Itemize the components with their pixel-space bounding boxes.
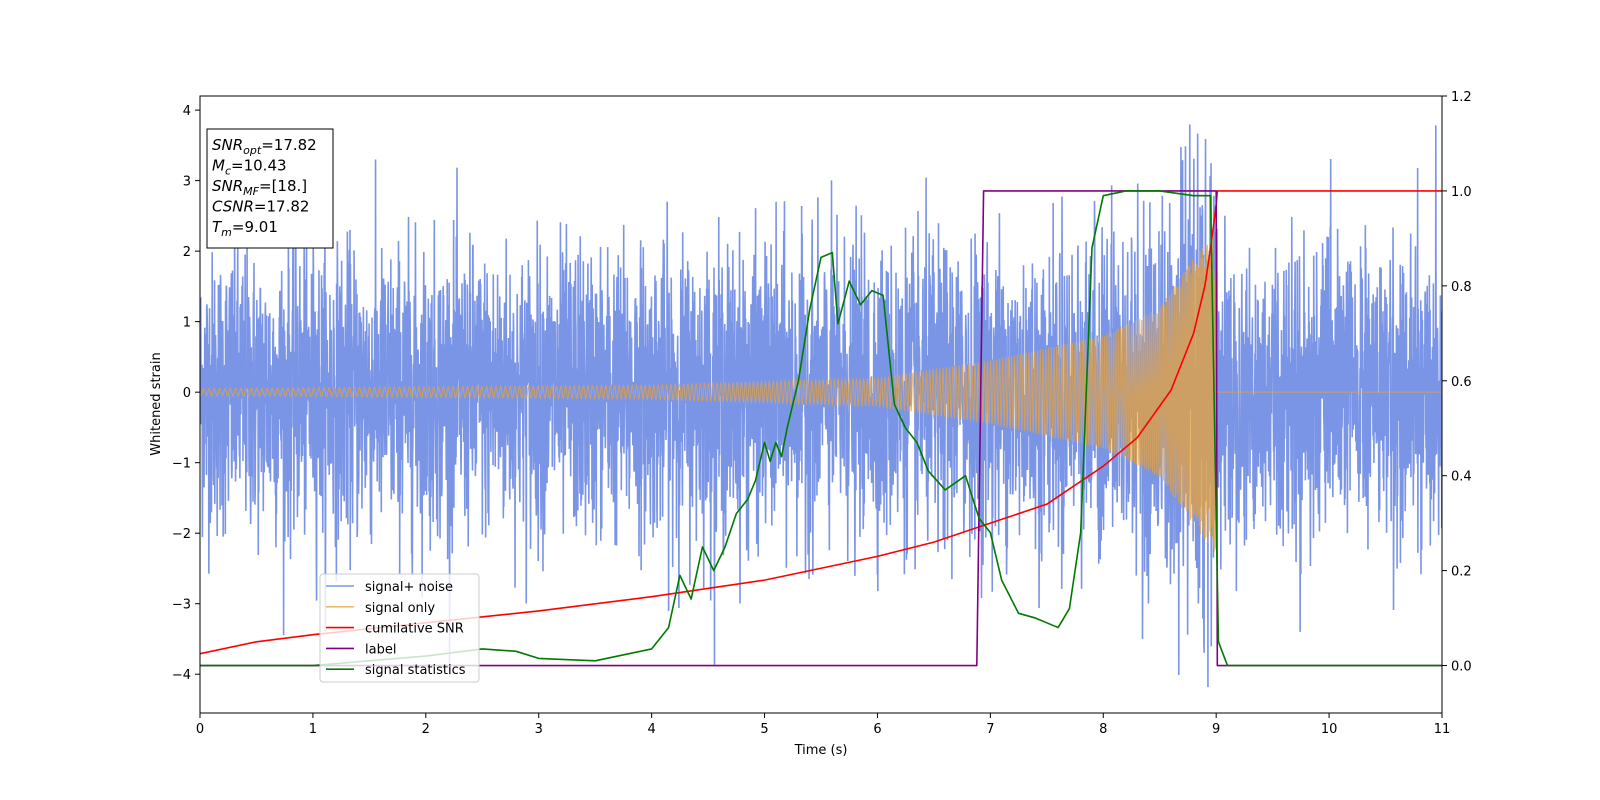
y-right-tick-label: 0.6 (1451, 375, 1472, 390)
info-line: SNRMF=[18.] (212, 177, 307, 198)
info-box: SNRopt=17.82Mc=10.43SNRMF=[18.]CSNR=17.8… (206, 128, 334, 249)
x-axis-label: Time (s) (794, 743, 848, 758)
legend-entry: cumilative SNR (365, 622, 464, 637)
x-tick-label: 9 (1212, 722, 1220, 737)
y-left-tick-label: 1 (183, 316, 191, 331)
series-signal-only-line (200, 234, 1442, 552)
x-tick-label: 8 (1099, 722, 1107, 737)
y-left-tick-label: 2 (183, 245, 191, 260)
x-tick-label: 7 (986, 722, 994, 737)
x-tick-label: 10 (1321, 722, 1338, 737)
y-right-tick-label: 1.2 (1451, 90, 1472, 105)
legend-entry: signal+ noise (365, 580, 453, 595)
y-left-tick-label: −2 (172, 527, 191, 542)
y-left-tick-label: 0 (183, 386, 191, 401)
y-right-tick-label: 0.0 (1451, 660, 1472, 675)
series-signal-statistics-line (200, 190, 1442, 667)
y-axis-label: Whitened strain (149, 352, 164, 455)
info-line: Mc=10.43 (212, 157, 287, 178)
legend: signal+ noise signal only cumilative SNR la… (319, 573, 480, 683)
x-tick-label: 4 (647, 722, 655, 737)
y-right-tick-label: 0.8 (1451, 280, 1472, 295)
plot-frame (199, 95, 1443, 714)
x-tick-label: 1 (309, 722, 317, 737)
x-tick-label: 2 (422, 722, 430, 737)
info-line: CSNR=17.82 (212, 198, 309, 216)
legend-frame (319, 573, 480, 683)
legend-entry: signal only (365, 601, 435, 616)
y-left-tick-label: 4 (183, 104, 191, 119)
y-left-tick-label: −4 (172, 668, 191, 683)
y-right-tick-label: 0.4 (1451, 470, 1472, 485)
y-left-tick-label: −1 (172, 457, 191, 472)
legend-entry: label (365, 642, 396, 657)
y-left-tick-label: −3 (172, 598, 191, 613)
x-tick-label: 0 (196, 722, 204, 737)
x-tick-label: 5 (760, 722, 768, 737)
info-line: Tm=9.01 (212, 218, 278, 239)
legend-entry: signal statistics (365, 663, 466, 678)
y-right-tick-label: 1.0 (1451, 185, 1472, 200)
y-left-tick-label: 3 (183, 175, 191, 190)
x-tick-label: 3 (535, 722, 543, 737)
info-box-frame (206, 128, 334, 249)
y-right-tick-label: 0.2 (1451, 565, 1472, 580)
x-tick-label: 11 (1434, 722, 1451, 737)
info-line: SNRopt=17.82 (212, 136, 317, 157)
x-tick-label: 6 (873, 722, 881, 737)
ticks-layer: 0 1 2 3 4 5 6 7 8 9 10 11 −4 −3 −2 −1 0 1 2 3 4 0.0 0.2 0.4 0.6 0… (172, 90, 1472, 737)
series-signal-noise-line (200, 124, 1442, 688)
